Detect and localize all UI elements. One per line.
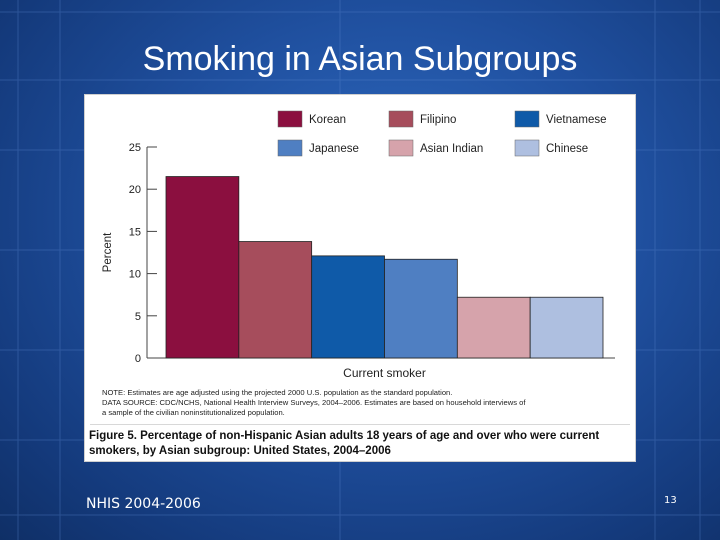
y-tick-label: 0	[135, 353, 141, 365]
page-number: 13	[664, 495, 677, 506]
y-axis-label: Percent	[102, 232, 114, 272]
legend-swatch	[277, 139, 303, 157]
bar-japanese	[384, 258, 458, 359]
legend-swatch	[388, 110, 414, 128]
legend-label: Korean	[309, 114, 346, 126]
bar-vietnamese	[311, 255, 385, 359]
slide-title: Smoking in Asian Subgroups	[142, 40, 578, 78]
legend-swatch	[514, 139, 540, 157]
legend-label: Asian Indian	[420, 143, 483, 155]
y-tick-label: 20	[129, 184, 141, 196]
note-line: a sample of the civilian noninstitutiona…	[102, 408, 285, 417]
y-tick-label: 10	[129, 269, 141, 281]
y-tick-label: 25	[129, 142, 141, 154]
legend-swatch	[388, 139, 414, 157]
bar-korean	[165, 176, 240, 359]
bar-chart: Korean Filipino Vietnamese Japanese Asian In…	[90, 110, 630, 425]
y-tick-label: 5	[135, 311, 141, 323]
figure-caption: Figure 5. Percentage of non-Hispanic Asi…	[89, 430, 600, 457]
legend-swatch	[514, 110, 540, 128]
footer-source: NHIS 2004-2006	[86, 496, 201, 512]
note-line: NOTE: Estimates are age adjusted using t…	[102, 388, 452, 397]
note-line: DATA SOURCE: CDC/NCHS, National Health I…	[102, 398, 526, 407]
bar-chinese	[529, 296, 604, 359]
bar-asian-indian	[456, 296, 531, 359]
chart-figure: Korean Filipino Vietnamese Japanese Asian In…	[84, 94, 636, 462]
legend-label: Vietnamese	[546, 114, 607, 126]
legend-label: Chinese	[546, 143, 588, 155]
x-axis-label: Current smoker	[343, 366, 426, 380]
bar-filipino	[238, 241, 313, 359]
y-tick-label: 15	[129, 226, 141, 238]
legend-swatch	[277, 110, 303, 128]
legend-label: Filipino	[420, 114, 456, 126]
legend-label: Japanese	[309, 143, 359, 155]
